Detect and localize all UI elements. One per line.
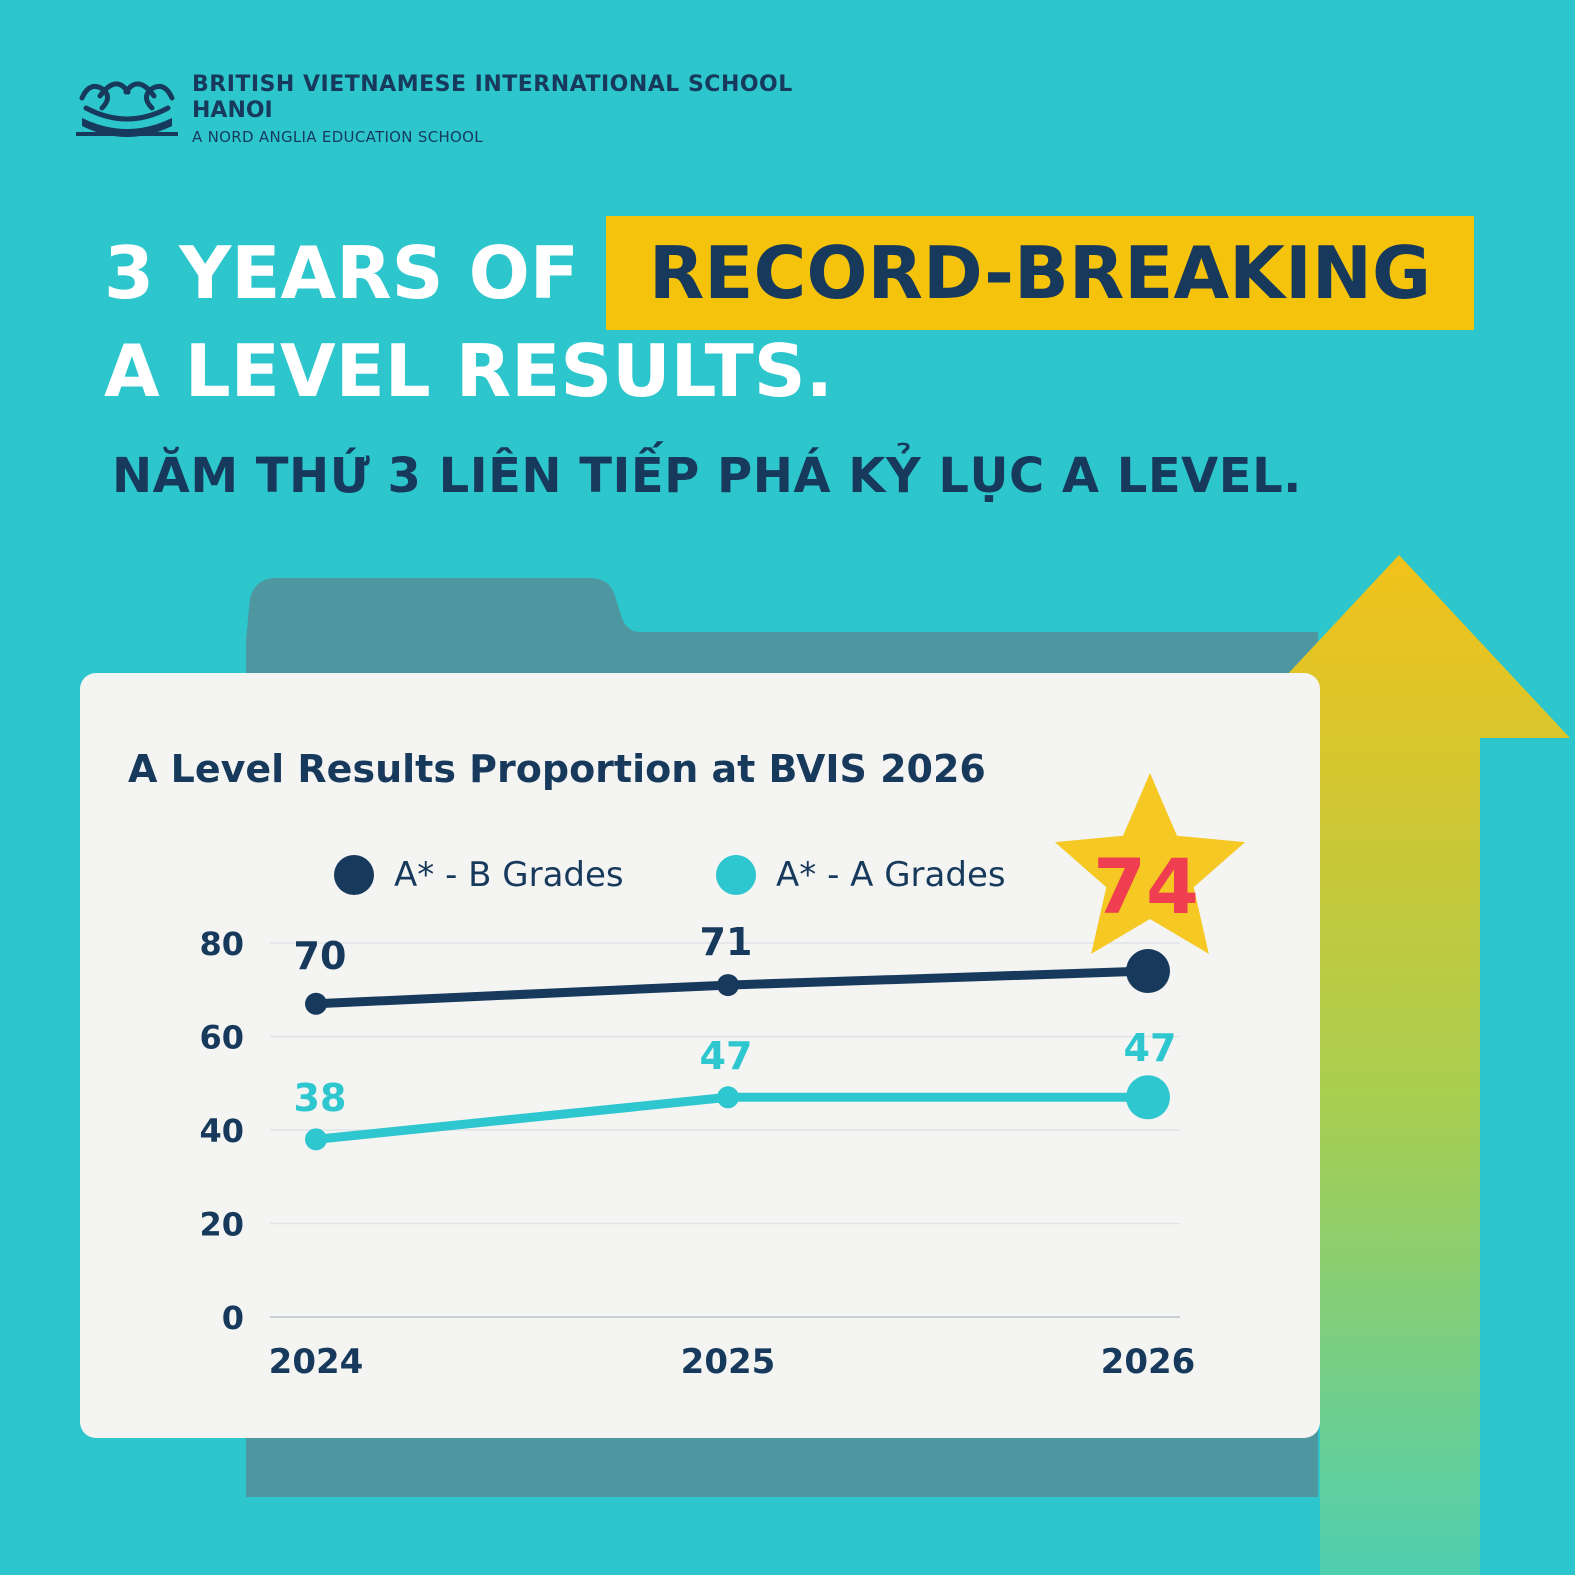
legend-label-a-star-b: A* - B Grades [394,855,624,895]
data-point-s1-1 [717,1086,739,1109]
legend-marker-a-star-a [716,855,756,895]
data-label-s0-2: 74 [1093,842,1199,931]
legend-label-a-star-a: A* - A Grades [776,855,1006,895]
up-arrow-icon [1228,555,1570,1575]
data-point-s0-2 [1126,949,1170,994]
x-tick-label-2025: 2025 [681,1342,776,1382]
chart-title: A Level Results Proportion at BVIS 2026 [128,747,986,791]
school-city: HANOI [192,98,273,123]
data-label-s1-1: 47 [700,1034,753,1078]
data-label-s0-1: 71 [700,920,753,964]
data-point-s1-0 [305,1128,327,1151]
chart-card: A Level Results Proportion at BVIS 2026 … [80,673,1320,1438]
line-chart: 0 20 40 60 80 2024 2025 2026 70 71 74 38 47 47 [199,773,1246,1382]
data-point-s0-0 [305,992,327,1015]
x-tick-label-2024: 2024 [269,1342,364,1382]
data-label-s1-0: 38 [294,1076,347,1120]
y-tick-label-0: 0 [222,1299,244,1337]
data-point-s1-2 [1126,1075,1170,1120]
star-icon [1054,773,1246,954]
subheadline: NĂM THỨ 3 LIÊN TIẾP PHÁ KỶ LỤC A LEVEL. [112,448,1302,504]
school-network: A NORD ANGLIA EDUCATION SCHOOL [192,128,483,146]
headline-part2: A LEVEL RESULTS. [104,329,833,413]
headline-highlight-box [606,216,1474,330]
school-name: BRITISH VIETNAMESE INTERNATIONAL SCHOOL [192,72,793,97]
y-tick-label-40: 40 [199,1112,244,1150]
data-label-s1-2: 47 [1124,1026,1177,1070]
y-tick-label-20: 20 [199,1206,244,1244]
headline-part1: 3 YEARS OF [104,231,579,315]
y-tick-label-80: 80 [199,925,244,963]
headline-highlight: RECORD-BREAKING [648,231,1432,315]
school-logo: BRITISH VIETNAMESE INTERNATIONAL SCHOOL … [72,68,1172,158]
y-tick-label-60: 60 [199,1019,244,1057]
headline: 3 YEARS OF RECORD-BREAKING A LEVEL RESUL… [104,214,1504,413]
data-point-s0-1 [717,974,739,997]
data-label-s0-0: 70 [294,934,347,978]
crest-icon [76,81,178,137]
legend-marker-a-star-b [334,855,374,895]
x-tick-label-2026: 2026 [1101,1342,1196,1382]
